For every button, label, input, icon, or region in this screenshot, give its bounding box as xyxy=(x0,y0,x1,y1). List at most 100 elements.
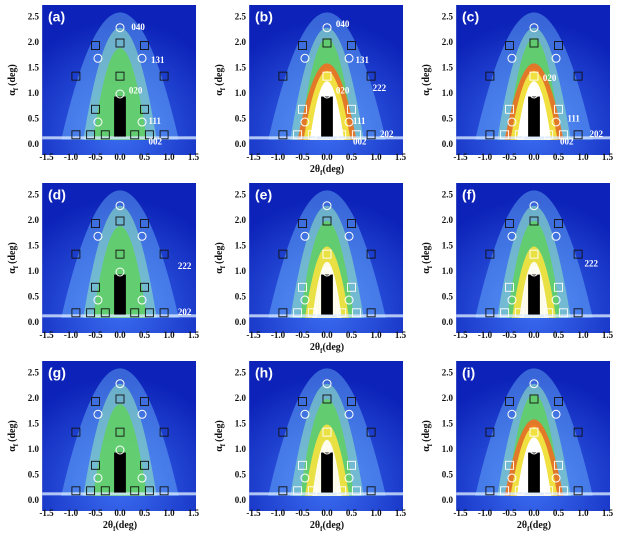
beam-stop xyxy=(528,275,540,315)
x-tick-label: -1.5 xyxy=(39,152,54,162)
x-tick-label: 0.0 xyxy=(321,152,333,162)
beam-stop xyxy=(321,453,333,493)
x-tick-label: 1.0 xyxy=(577,508,589,518)
y-tick-label: 2.5 xyxy=(235,368,247,378)
peak-label: 111 xyxy=(149,116,162,126)
x-tick-label: 0.5 xyxy=(346,508,358,518)
text-part: f xyxy=(426,87,434,90)
text-part: f xyxy=(219,443,227,446)
x-tick-label: 1.0 xyxy=(370,508,382,518)
y-tick-label: 1.5 xyxy=(442,241,454,251)
x-tick-label: -0.5 xyxy=(88,330,103,340)
text-part: 2θ xyxy=(310,520,320,531)
y-tick-label: 0.0 xyxy=(442,139,454,149)
x-tick-label: -0.5 xyxy=(502,330,517,340)
panel: (d)222202-1.5-1.0-0.50.00.51.01.50.00.51… xyxy=(7,183,199,340)
text-part: 2θ xyxy=(310,342,320,353)
detector-image xyxy=(249,361,403,511)
text-part: (deg) xyxy=(322,342,344,353)
panel: (e)-1.5-1.0-0.50.00.51.01.50.00.51.01.52… xyxy=(214,183,406,355)
text-part: 2θ xyxy=(103,520,113,531)
beam-stop xyxy=(321,275,333,315)
panel-label: (f) xyxy=(462,187,476,203)
detector-image xyxy=(42,361,196,511)
y-axis-label: αf(deg) xyxy=(421,64,433,96)
text-part: f xyxy=(12,443,20,446)
image-content xyxy=(42,5,196,155)
y-tick-label: 2.5 xyxy=(235,190,247,200)
x-tick-label: 0.0 xyxy=(114,330,126,340)
y-axis-label: αf(deg) xyxy=(214,242,226,274)
panel-label: (g) xyxy=(48,365,66,381)
peak-label: 222 xyxy=(373,83,387,93)
y-tick-label: 2.0 xyxy=(28,215,40,225)
text-part: (deg) xyxy=(421,420,432,442)
peak-label: 040 xyxy=(336,19,350,29)
x-tick-label: 1.0 xyxy=(163,508,175,518)
y-tick-label: 1.0 xyxy=(442,444,454,454)
y-axis-label: αf(deg) xyxy=(7,242,19,274)
panel: (b)040131020222111202002-1.5-1.0-0.50.00… xyxy=(214,5,406,177)
peak-label: 111 xyxy=(567,114,580,124)
text-part: (deg) xyxy=(7,64,18,86)
x-tick-label: 0.5 xyxy=(553,508,565,518)
image-content xyxy=(456,361,610,511)
peak-label: 020 xyxy=(543,73,557,83)
text-part: f xyxy=(219,87,227,90)
x-tick-label: 1.0 xyxy=(163,330,175,340)
x-tick-label: 0.5 xyxy=(139,152,151,162)
y-tick-label: 0.0 xyxy=(235,317,247,327)
y-tick-label: 0.0 xyxy=(28,495,40,505)
y-tick-label: 1.5 xyxy=(28,241,40,251)
x-tick-label: -1.5 xyxy=(453,152,468,162)
x-tick-label: 1.5 xyxy=(602,330,614,340)
text-part: 2θ xyxy=(310,164,320,175)
y-tick-label: 2.5 xyxy=(28,190,40,200)
x-tick-label: -1.0 xyxy=(478,508,493,518)
y-axis-label: αf(deg) xyxy=(7,64,19,96)
y-axis-label: αf(deg) xyxy=(7,420,19,452)
beam-stop xyxy=(528,453,540,493)
peak-label: 202 xyxy=(178,307,192,317)
x-tick-label: -1.0 xyxy=(271,508,286,518)
x-tick-label: -1.0 xyxy=(271,152,286,162)
beam-line xyxy=(42,314,196,317)
x-tick-label: -1.5 xyxy=(453,508,468,518)
y-tick-label: 2.0 xyxy=(28,393,40,403)
x-tick-label: 0.0 xyxy=(114,508,126,518)
y-tick-label: 0.0 xyxy=(442,495,454,505)
x-tick-label: -1.5 xyxy=(246,508,261,518)
detector-image xyxy=(42,183,196,333)
x-tick-label: -0.5 xyxy=(88,152,103,162)
y-tick-label: 0.5 xyxy=(235,292,247,302)
x-tick-label: -1.5 xyxy=(246,152,261,162)
peak-label: 002 xyxy=(560,137,574,147)
y-tick-label: 0.0 xyxy=(235,495,247,505)
text-part: f xyxy=(219,265,227,268)
x-axis-label: 2θf(deg) xyxy=(310,520,344,532)
x-tick-label: 1.0 xyxy=(577,330,589,340)
detector-image xyxy=(249,183,403,333)
y-tick-label: 0.5 xyxy=(235,470,247,480)
beam-line xyxy=(249,492,403,495)
peak-label: 222 xyxy=(178,261,192,271)
x-tick-label: 0.0 xyxy=(528,508,540,518)
panel-label: (i) xyxy=(462,365,475,381)
beam-line xyxy=(42,136,196,139)
y-tick-label: 0.5 xyxy=(442,470,454,480)
peak-label: 020 xyxy=(336,86,350,96)
x-tick-label: -1.0 xyxy=(64,330,79,340)
y-tick-label: 1.0 xyxy=(235,88,247,98)
y-tick-label: 1.0 xyxy=(28,266,40,276)
peak-label: 131 xyxy=(151,55,165,65)
y-tick-label: 2.5 xyxy=(28,12,40,22)
x-tick-label: 0.0 xyxy=(528,152,540,162)
x-tick-label: 1.0 xyxy=(577,152,589,162)
panel-label: (h) xyxy=(255,365,273,381)
x-tick-label: 1.0 xyxy=(163,152,175,162)
panel-label: (c) xyxy=(462,9,479,25)
peak-label: 002 xyxy=(149,137,163,147)
x-axis-label: 2θf(deg) xyxy=(310,164,344,176)
y-tick-label: 1.0 xyxy=(442,88,454,98)
y-tick-label: 1.5 xyxy=(235,419,247,429)
